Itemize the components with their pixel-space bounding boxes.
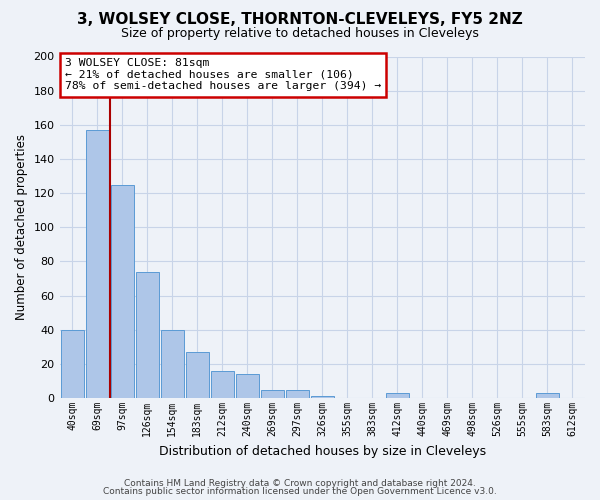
Bar [61,330,83,398]
Text: Contains HM Land Registry data © Crown copyright and database right 2024.: Contains HM Land Registry data © Crown c… [124,478,476,488]
Text: Size of property relative to detached houses in Cleveleys: Size of property relative to detached ho… [121,28,479,40]
Text: Contains public sector information licensed under the Open Government Licence v3: Contains public sector information licen… [103,487,497,496]
Bar [110,184,134,398]
Bar [136,272,158,398]
Bar [161,330,184,398]
Y-axis label: Number of detached properties: Number of detached properties [15,134,28,320]
Bar [311,396,334,398]
Text: 3 WOLSEY CLOSE: 81sqm
← 21% of detached houses are smaller (106)
78% of semi-det: 3 WOLSEY CLOSE: 81sqm ← 21% of detached … [65,58,381,92]
Bar [236,374,259,398]
Bar [211,371,233,398]
Bar [261,390,284,398]
Bar [286,390,309,398]
Text: 3, WOLSEY CLOSE, THORNTON-CLEVELEYS, FY5 2NZ: 3, WOLSEY CLOSE, THORNTON-CLEVELEYS, FY5… [77,12,523,28]
Bar [536,393,559,398]
X-axis label: Distribution of detached houses by size in Cleveleys: Distribution of detached houses by size … [159,444,486,458]
Bar [86,130,109,398]
Bar [386,393,409,398]
Bar [185,352,209,398]
